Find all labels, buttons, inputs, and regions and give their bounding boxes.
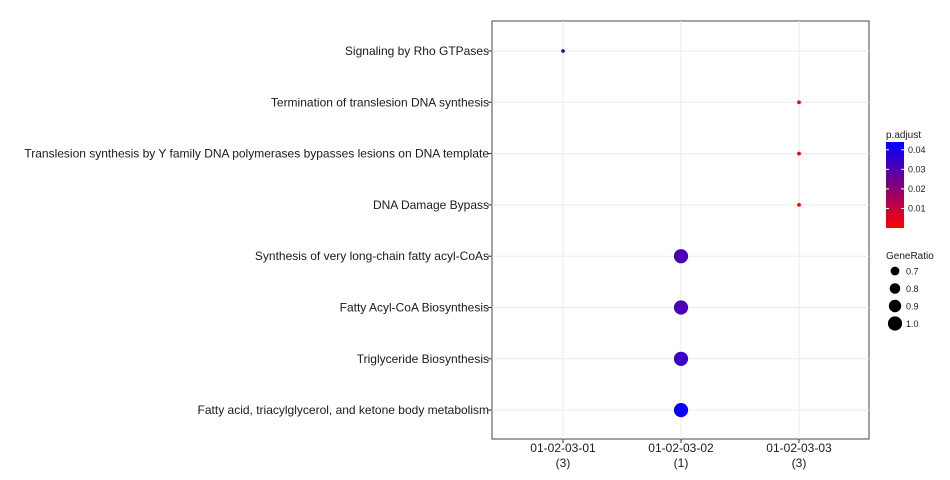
- x-tick-count: (1): [674, 456, 689, 470]
- x-tick-label: 01-02-03-02: [648, 441, 714, 455]
- color-bar: [886, 142, 904, 228]
- y-tick-label: Synthesis of very long-chain fatty acyl-…: [255, 249, 489, 263]
- y-axis-labels: Signaling by Rho GTPases Termination of t…: [24, 44, 489, 417]
- size-legend-title: GeneRatio: [886, 251, 934, 262]
- y-tick-label: Termination of translesion DNA synthesis: [271, 95, 489, 109]
- size-key-dot: [888, 299, 902, 313]
- x-axis-labels: 01-02-03-01(3)01-02-03-02(1)01-02-03-03(…: [530, 441, 832, 470]
- y-tick-label: Signaling by Rho GTPases: [345, 44, 489, 58]
- data-point: [797, 151, 801, 156]
- color-legend: p.adjust 0.04 0.03 0.02 0.01: [886, 130, 926, 228]
- data-point: [673, 300, 689, 315]
- y-tick-label: Fatty Acyl-CoA Biosynthesis: [340, 301, 489, 315]
- data-point: [561, 49, 565, 53]
- size-key-label: 1.0: [906, 319, 919, 329]
- x-tick-label: 01-02-03-03: [766, 441, 832, 455]
- color-tick-label: 0.01: [908, 203, 926, 213]
- x-tick-label: 01-02-03-01: [530, 441, 596, 455]
- y-tick-label: Translesion synthesis by Y family DNA po…: [24, 147, 489, 161]
- color-tick-label: 0.04: [908, 145, 926, 155]
- size-key-dot: [889, 283, 901, 294]
- size-key-dot: [887, 316, 903, 331]
- data-point: [673, 351, 689, 366]
- data-point: [673, 249, 689, 264]
- size-key-label: 0.8: [906, 284, 919, 294]
- y-tick-label: DNA Damage Bypass: [373, 198, 489, 212]
- color-legend-title: p.adjust: [886, 130, 921, 141]
- size-legend: GeneRatio 0.7 0.8 0.9 1.0: [886, 251, 934, 331]
- y-tick-label: Triglyceride Biosynthesis: [357, 352, 489, 366]
- size-key-dot: [890, 266, 900, 276]
- color-tick-label: 0.02: [908, 184, 926, 194]
- data-points: [561, 49, 801, 418]
- size-key-label: 0.7: [906, 267, 919, 277]
- x-tick-count: (3): [556, 456, 571, 470]
- data-point: [797, 100, 801, 105]
- size-key-label: 0.9: [906, 302, 919, 312]
- data-point: [797, 203, 801, 207]
- color-tick-label: 0.03: [908, 164, 926, 174]
- x-tick-count: (3): [792, 456, 807, 470]
- data-point: [673, 403, 689, 418]
- y-tick-label: Fatty acid, triacylglycerol, and ketone …: [198, 403, 489, 417]
